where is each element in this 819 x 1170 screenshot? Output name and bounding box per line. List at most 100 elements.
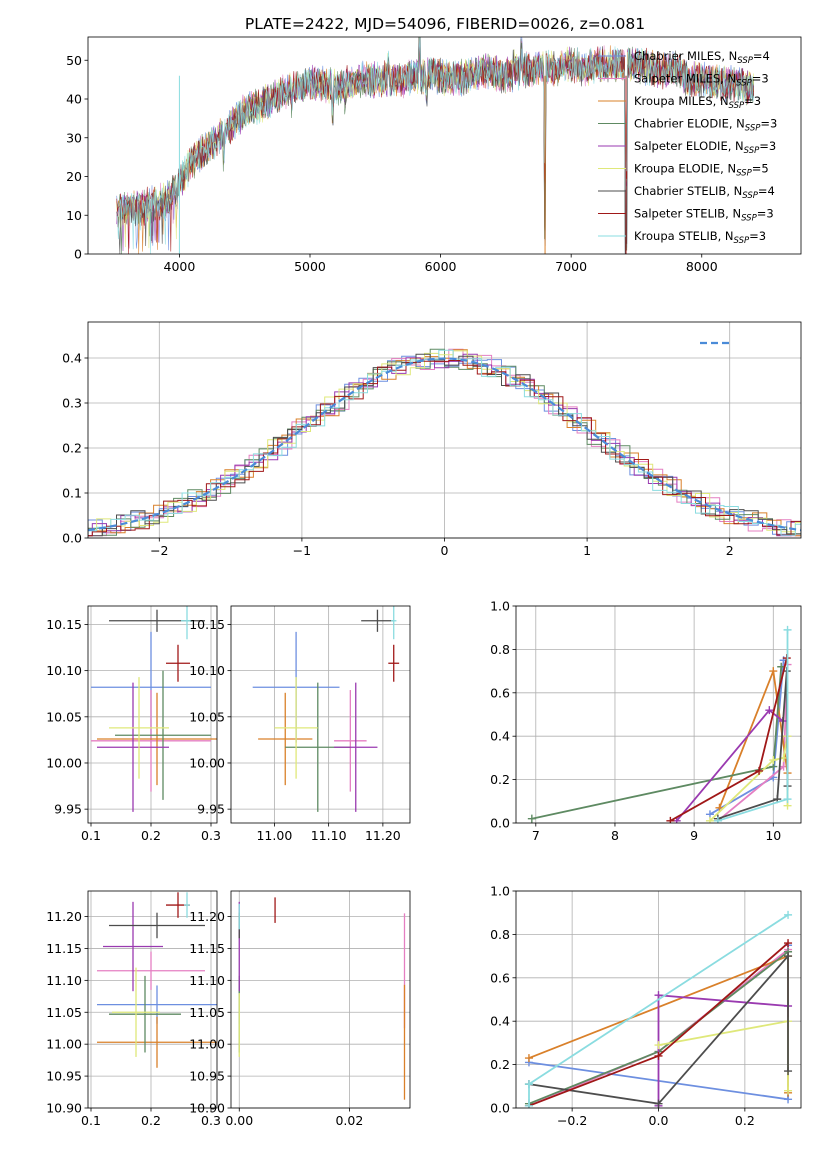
plot-area [524, 910, 793, 1108]
weight-marker [784, 910, 793, 919]
errorbar-5 [334, 682, 378, 812]
axes-frame [87, 605, 218, 824]
y-tick-label: 0.0 [490, 816, 510, 831]
weight-line-4 [531, 666, 783, 820]
x-tick-label: 0.0 [649, 1113, 669, 1128]
errorbar-9 [184, 892, 190, 918]
panel-residuals: −2 −1 0 1 2 0.0 0.1 0.2 0.3 0.4 [62, 321, 802, 558]
x-tick-label: 9 [690, 828, 698, 843]
y-tick-label: 30 [66, 130, 82, 145]
errorbar-4 [115, 670, 211, 800]
y-tick-label: 10.95 [46, 1069, 82, 1084]
errorbar-3 [258, 692, 313, 786]
spectrum-line-9 [116, 37, 754, 254]
legend-label-8: Salpeter STELIB, NSSP=3 [634, 207, 774, 224]
y-tick-label: 0.2 [62, 441, 82, 456]
legend-label-2: Salpeter MILES, NSSP=3 [634, 72, 769, 89]
x-tick-label: 11.20 [365, 828, 401, 843]
x-tick-label: 7000 [555, 259, 587, 274]
x-tick-label: 4000 [164, 259, 196, 274]
panel-mass-EBV: 0.00 0.02 10.90 10.95 11.00 11.05 11.10 11.15 11… [189, 890, 411, 1128]
y-tick-label: 10.00 [189, 755, 225, 770]
panel-age-Z: 0.1 0.2 0.3 9.95 10.00 10.05 10.10 10.15 [46, 605, 221, 843]
weight-marker [765, 706, 774, 715]
panel-spectrum: 4000 5000 6000 7000 8000 0 10 20 30 40 50 Chabrier … [66, 36, 802, 274]
x-tick-label: 10 [765, 828, 781, 843]
y-tick-label: 10.15 [189, 617, 225, 632]
y-tick-label: 11.10 [189, 973, 225, 988]
errorbar-9 [181, 606, 193, 640]
x-tick-label: 0.3 [201, 828, 221, 843]
weight-marker [654, 1041, 663, 1050]
legend-label-5: Salpeter ELODIE, NSSP=3 [634, 139, 776, 156]
errorbar-2 [97, 951, 205, 990]
y-tick-label: 0.0 [490, 1101, 510, 1116]
y-tick-label: 1.0 [490, 599, 510, 614]
x-tick-label: 1 [583, 543, 591, 558]
plot-area [91, 606, 217, 812]
weight-line-7 [528, 953, 789, 1105]
errorbar-6 [274, 677, 318, 779]
x-tick-label: 8000 [686, 259, 718, 274]
y-tick-label: 11.10 [46, 973, 82, 988]
weight-marker [783, 625, 792, 634]
weight-marker [769, 667, 778, 676]
x-tick-label: −2 [150, 543, 168, 558]
x-tick-label: 7 [532, 828, 540, 843]
y-tick-label: 10.05 [189, 709, 225, 724]
x-tick-label: 0.1 [81, 828, 101, 843]
panel-weight-Z: −0.2 0.0 0.2 0.0 0.2 0.4 0.6 0.8 1.0 [490, 884, 802, 1128]
legend-label-6: Kroupa ELODIE, NSSP=5 [634, 162, 769, 179]
normal-curve [88, 357, 801, 532]
panel-mass-Z: 0.1 0.2 0.3 10.90 10.95 11.00 11.05 11.10 11.15 1… [46, 890, 221, 1128]
x-tick-label: 0.00 [225, 1113, 253, 1128]
y-tick-label: 0.2 [490, 1057, 510, 1072]
y-tick-label: 10.10 [46, 663, 82, 678]
y-tick-label: 11.20 [46, 909, 82, 924]
weight-marker [769, 756, 778, 765]
y-tick-label: 10.05 [46, 709, 82, 724]
axes-frame [87, 321, 802, 539]
errorbar-6 [109, 677, 169, 779]
weight-marker [654, 991, 663, 1000]
axes-frame [515, 890, 802, 1109]
y-tick-label: 9.95 [197, 802, 225, 817]
y-tick-label: 50 [66, 53, 82, 68]
y-tick-label: 11.00 [189, 1037, 225, 1052]
x-tick-label: 0.2 [141, 1113, 161, 1128]
weight-marker [784, 939, 793, 948]
y-tick-label: 0.4 [490, 729, 510, 744]
errorbar-7 [109, 912, 205, 939]
y-tick-label: 11.05 [189, 1005, 225, 1020]
errorbar-9 [391, 606, 397, 640]
errorbar-7 [361, 609, 394, 632]
weight-marker [784, 1086, 793, 1095]
x-tick-label: 0.3 [201, 1113, 221, 1128]
panel-age-mass: 11.00 11.10 11.20 9.95 10.00 10.05 10.10 10.15 [189, 605, 411, 843]
y-tick-label: 0.8 [490, 642, 510, 657]
axes-frame [230, 605, 411, 824]
errorbar-3 [97, 692, 217, 786]
errorbar-5 [97, 682, 169, 812]
errorbar-4 [109, 975, 181, 1053]
y-tick-label: 10 [66, 208, 82, 223]
weight-marker [527, 814, 536, 823]
y-tick-label: 0.4 [62, 351, 82, 366]
legend-label-1: Chabrier MILES, NSSP=4 [634, 49, 770, 66]
errorbar-5 [103, 901, 163, 992]
y-tick-label: 11.15 [189, 941, 225, 956]
weight-marker [666, 816, 675, 823]
y-tick-label: 11.15 [46, 941, 82, 956]
axes-frame [230, 890, 411, 1109]
errorbar-2 [91, 690, 211, 792]
x-tick-label: −0.2 [557, 1113, 587, 1128]
plot-area [116, 37, 754, 254]
x-tick-label: 0.1 [81, 1113, 101, 1128]
axes-frame [87, 36, 802, 255]
y-tick-label: 9.95 [54, 802, 82, 817]
x-tick-label: 8 [611, 828, 619, 843]
weight-marker [524, 1101, 533, 1108]
y-tick-label: 0.1 [62, 486, 82, 501]
y-tick-label: 20 [66, 169, 82, 184]
